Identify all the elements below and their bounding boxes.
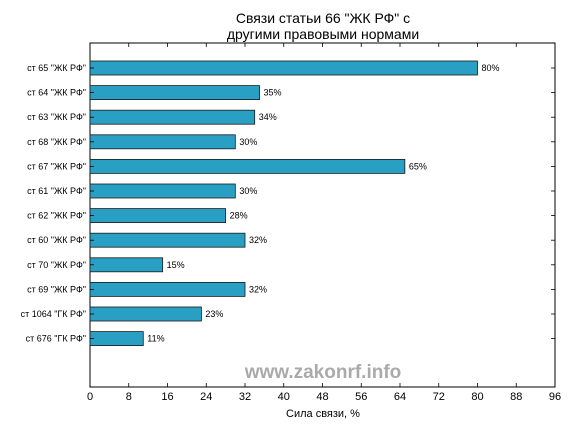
bar <box>89 232 246 248</box>
x-tick-label: 96 <box>549 391 561 403</box>
y-tick-label: ст 60 "ЖК РФ" <box>27 235 86 245</box>
y-tick-label: ст 62 "ЖК РФ" <box>27 211 86 221</box>
data-label: 80% <box>482 63 500 73</box>
data-label: 32% <box>249 235 267 245</box>
x-tick-label: 32 <box>239 391 251 403</box>
y-tick-label: ст 61 "ЖК РФ" <box>27 186 86 196</box>
y-tick-label: ст 1064 "ГК РФ" <box>21 309 86 319</box>
x-tick-label: 72 <box>433 391 445 403</box>
data-label: 35% <box>264 88 282 98</box>
x-tick-label: 16 <box>161 391 173 403</box>
data-label: 30% <box>239 186 257 196</box>
x-tick-label: 0 <box>87 391 93 403</box>
bar <box>89 331 144 347</box>
data-label: 11% <box>147 334 164 344</box>
bar <box>89 281 246 297</box>
bar <box>89 183 236 199</box>
bar <box>89 109 256 125</box>
y-tick-label: ст 64 "ЖК РФ" <box>27 88 86 98</box>
data-label: 32% <box>249 284 267 294</box>
x-tick-label: 8 <box>126 391 132 403</box>
bar <box>89 134 236 150</box>
x-tick-label: 48 <box>316 391 328 403</box>
x-tick-label: 64 <box>394 391 406 403</box>
chart-title-line-2: другими правовыми нормами <box>227 26 419 42</box>
y-tick-label: ст 69 "ЖК РФ" <box>27 284 86 294</box>
y-tick-label: ст 68 "ЖК РФ" <box>27 137 86 147</box>
bars-layer: 80% 35% 34% 30% 65% 30% 28% 32% 15% 32% 23% 11% <box>89 60 500 347</box>
y-tick-label: ст 70 "ЖК РФ" <box>27 260 86 270</box>
bar <box>89 306 202 322</box>
y-tick-label: ст 676 "ГК РФ" <box>26 334 86 344</box>
x-tick-label: 56 <box>355 391 367 403</box>
data-label: 34% <box>259 112 277 122</box>
y-tick-label: ст 67 "ЖК РФ" <box>27 161 86 171</box>
bar <box>89 158 406 174</box>
bar <box>89 60 478 76</box>
bar <box>89 208 227 224</box>
y-tick-labels: ст 65 "ЖК РФ" ст 64 "ЖК РФ" ст 63 "ЖК РФ" с… <box>21 63 555 344</box>
data-label: 30% <box>239 137 257 147</box>
x-tick-label: 80 <box>471 391 483 403</box>
x-tick-labels: 0 8 16 24 32 40 48 56 64 72 80 88 96 <box>87 43 561 403</box>
y-tick-label: ст 63 "ЖК РФ" <box>27 112 86 122</box>
watermark-text: www.zakonrf.info <box>244 362 402 383</box>
y-tick-label: ст 65 "ЖК РФ" <box>27 63 86 73</box>
bar <box>89 257 164 273</box>
data-label: 15% <box>167 260 185 270</box>
x-tick-label: 40 <box>278 391 290 403</box>
data-label: 28% <box>230 211 248 221</box>
x-tick-label: 88 <box>510 391 522 403</box>
bar <box>89 85 260 100</box>
x-tick-label: 24 <box>200 391 212 403</box>
x-axis-label: Сила связи, % <box>286 408 360 420</box>
data-label: 65% <box>409 161 427 171</box>
data-label: 23% <box>205 309 223 319</box>
chart-title-line-1: Связи статьи 66 "ЖК РФ" с <box>236 10 410 26</box>
